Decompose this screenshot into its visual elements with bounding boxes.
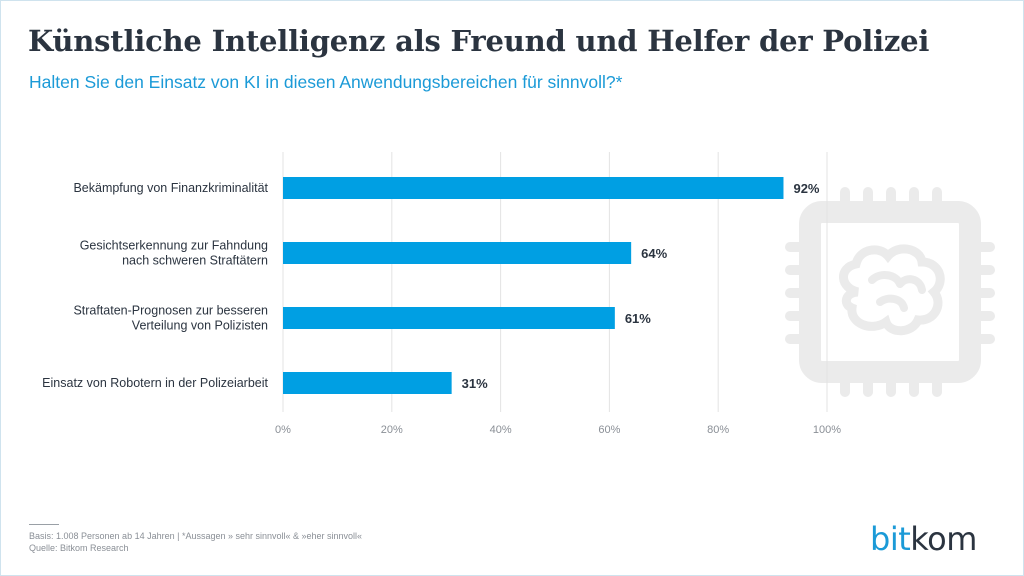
bitkom-logo: bitkom (870, 520, 977, 558)
category-label-line: Bekämpfung von Finanzkriminalität (73, 181, 268, 195)
footer-basis: Basis: 1.008 Personen ab 14 Jahren | *Au… (29, 531, 363, 541)
x-axis-ticks: 0% 20% 40% 60% 80% 100% (275, 424, 841, 436)
x-tick-label: 60% (598, 424, 620, 436)
value-label: 64% (641, 246, 667, 261)
value-labels: 92% 64% 61% 31% (462, 181, 820, 391)
category-label: Bekämpfung von Finanzkriminalität (73, 181, 268, 195)
value-label: 61% (625, 311, 651, 326)
bars (283, 177, 784, 394)
bar (283, 242, 632, 264)
chart-title: Künstliche Intelligenz als Freund und He… (28, 24, 930, 58)
footer-divider (29, 524, 59, 525)
value-label: 31% (462, 376, 488, 391)
x-tick-label: 80% (707, 424, 729, 436)
bar (283, 372, 452, 394)
category-label: Straftaten-Prognosen zur besseren Verteil… (73, 304, 268, 333)
category-label: Gesichtserkennung zur Fahndung nach schwe… (80, 239, 268, 268)
category-label-line: nach schweren Straftätern (122, 254, 268, 268)
footer-source: Quelle: Bitkom Research (29, 543, 129, 553)
category-labels: Bekämpfung von Finanzkriminalität Gesicht… (42, 181, 268, 390)
chart-subtitle: Halten Sie den Einsatz von KI in diesen … (29, 72, 623, 92)
x-tick-label: 100% (813, 424, 841, 436)
value-label: 92% (793, 181, 819, 196)
category-label: Einsatz von Robotern in der Polizeiarbei… (42, 376, 268, 390)
ai-chip-brain-icon (785, 187, 995, 397)
x-tick-label: 40% (490, 424, 512, 436)
x-tick-label: 0% (275, 424, 291, 436)
bar (283, 307, 615, 329)
logo-part-bit: bit (870, 520, 911, 558)
category-label-line: Einsatz von Robotern in der Polizeiarbei… (42, 376, 268, 390)
x-tick-label: 20% (381, 424, 403, 436)
bar (283, 177, 784, 199)
footer: Basis: 1.008 Personen ab 14 Jahren | *Au… (29, 530, 362, 554)
category-label-line: Verteilung von Polizisten (132, 319, 268, 333)
category-label-line: Gesichtserkennung zur Fahndung (80, 239, 268, 253)
category-label-line: Straftaten-Prognosen zur besseren (73, 304, 268, 318)
logo-part-kom: kom (910, 520, 977, 558)
